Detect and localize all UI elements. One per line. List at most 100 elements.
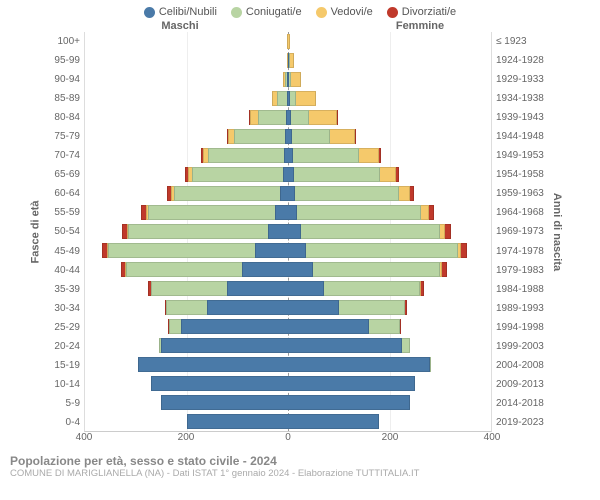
bar-female [288,355,491,374]
y-tick-left: 50-54 [48,226,80,237]
legend-label: Divorziati/e [402,6,456,18]
bar-female [288,184,491,203]
bar [85,224,288,239]
segment-con [430,357,431,372]
bar-female [288,393,491,412]
bar [85,281,288,296]
segment-ved [296,91,316,106]
segment-con [174,186,281,201]
pyramid-row [85,51,491,70]
y-tick-right: 2019-2023 [496,417,548,428]
y-tick-right: 1944-1948 [496,131,548,142]
x-tick: 400 [76,432,93,443]
footer: Popolazione per età, sesso e stato civil… [0,448,600,479]
pyramid-row [85,32,491,51]
bar-male [85,184,288,203]
segment-con [402,338,410,353]
segment-con [277,91,287,106]
y-tick-right: ≤ 1923 [496,36,548,47]
bar [288,34,491,49]
bar [288,148,491,163]
bar [85,319,288,334]
segment-con [148,205,275,220]
bar-male [85,393,288,412]
bar [288,300,491,315]
bar [85,186,288,201]
y-tick-right: 1959-1963 [496,188,548,199]
y-tick-left: 10-14 [48,379,80,390]
legend-swatch [231,7,242,18]
legend-item: Celibi/Nubili [144,6,217,18]
segment-con [293,148,359,163]
bar [85,376,288,391]
segment-cel [161,395,288,410]
legend-label: Vedovi/e [331,6,373,18]
chart-area: Fasce di età Anni di nascita 100+95-9990… [0,32,600,432]
y-tick-right: 1969-1973 [496,226,548,237]
segment-ved [421,205,429,220]
bar-female [288,222,491,241]
pyramid-row [85,260,491,279]
segment-cel [268,224,288,239]
segment-con [292,129,330,144]
segment-con [291,110,309,125]
y-left-title: Fasce di età [29,201,41,264]
segment-cel [288,319,369,334]
legend-swatch [387,7,398,18]
bar [288,338,491,353]
bar-male [85,298,288,317]
plot [84,32,492,432]
segment-con [208,148,284,163]
bar [85,395,288,410]
pyramid-row [85,222,491,241]
bar [288,262,491,277]
segment-cel [280,186,288,201]
y-tick-right: 1984-1988 [496,284,548,295]
segment-con [166,300,207,315]
bar [288,224,491,239]
bar-female [288,51,491,70]
segment-ved [399,186,410,201]
segment-con [369,319,399,334]
pyramid-row [85,298,491,317]
bar-male [85,336,288,355]
y-tick-left: 100+ [48,36,80,47]
x-tick: 0 [285,432,291,443]
bar-female [288,32,491,51]
bar [85,205,288,220]
bar [288,243,491,258]
y-tick-left: 85-89 [48,93,80,104]
y-tick-left: 80-84 [48,112,80,123]
pyramid-row [85,127,491,146]
bar [288,53,491,68]
bar-male [85,108,288,127]
y-tick-left: 75-79 [48,131,80,142]
y-tick-left: 60-64 [48,188,80,199]
y-tick-left: 40-44 [48,265,80,276]
segment-con [169,319,182,334]
bar [85,167,288,182]
bar [288,357,491,372]
segment-ved [309,110,337,125]
y-tick-right: 1929-1933 [496,74,548,85]
y-tick-right: 2004-2008 [496,360,548,371]
bar [288,72,491,87]
y-tick-right: 1924-1928 [496,55,548,66]
segment-div [405,300,407,315]
segment-div [355,129,356,144]
bar-female [288,260,491,279]
bar [85,414,288,429]
segment-con [324,281,420,296]
x-tick: 400 [484,432,501,443]
segment-cel [242,262,288,277]
bar [85,53,288,68]
pyramid-row [85,393,491,412]
segment-cel [288,300,339,315]
segment-cel [288,205,297,220]
segment-cel [161,338,288,353]
bar [85,148,288,163]
legend-item: Divorziati/e [387,6,456,18]
segment-cel [207,300,288,315]
segment-div [445,224,451,239]
segment-con [301,224,441,239]
